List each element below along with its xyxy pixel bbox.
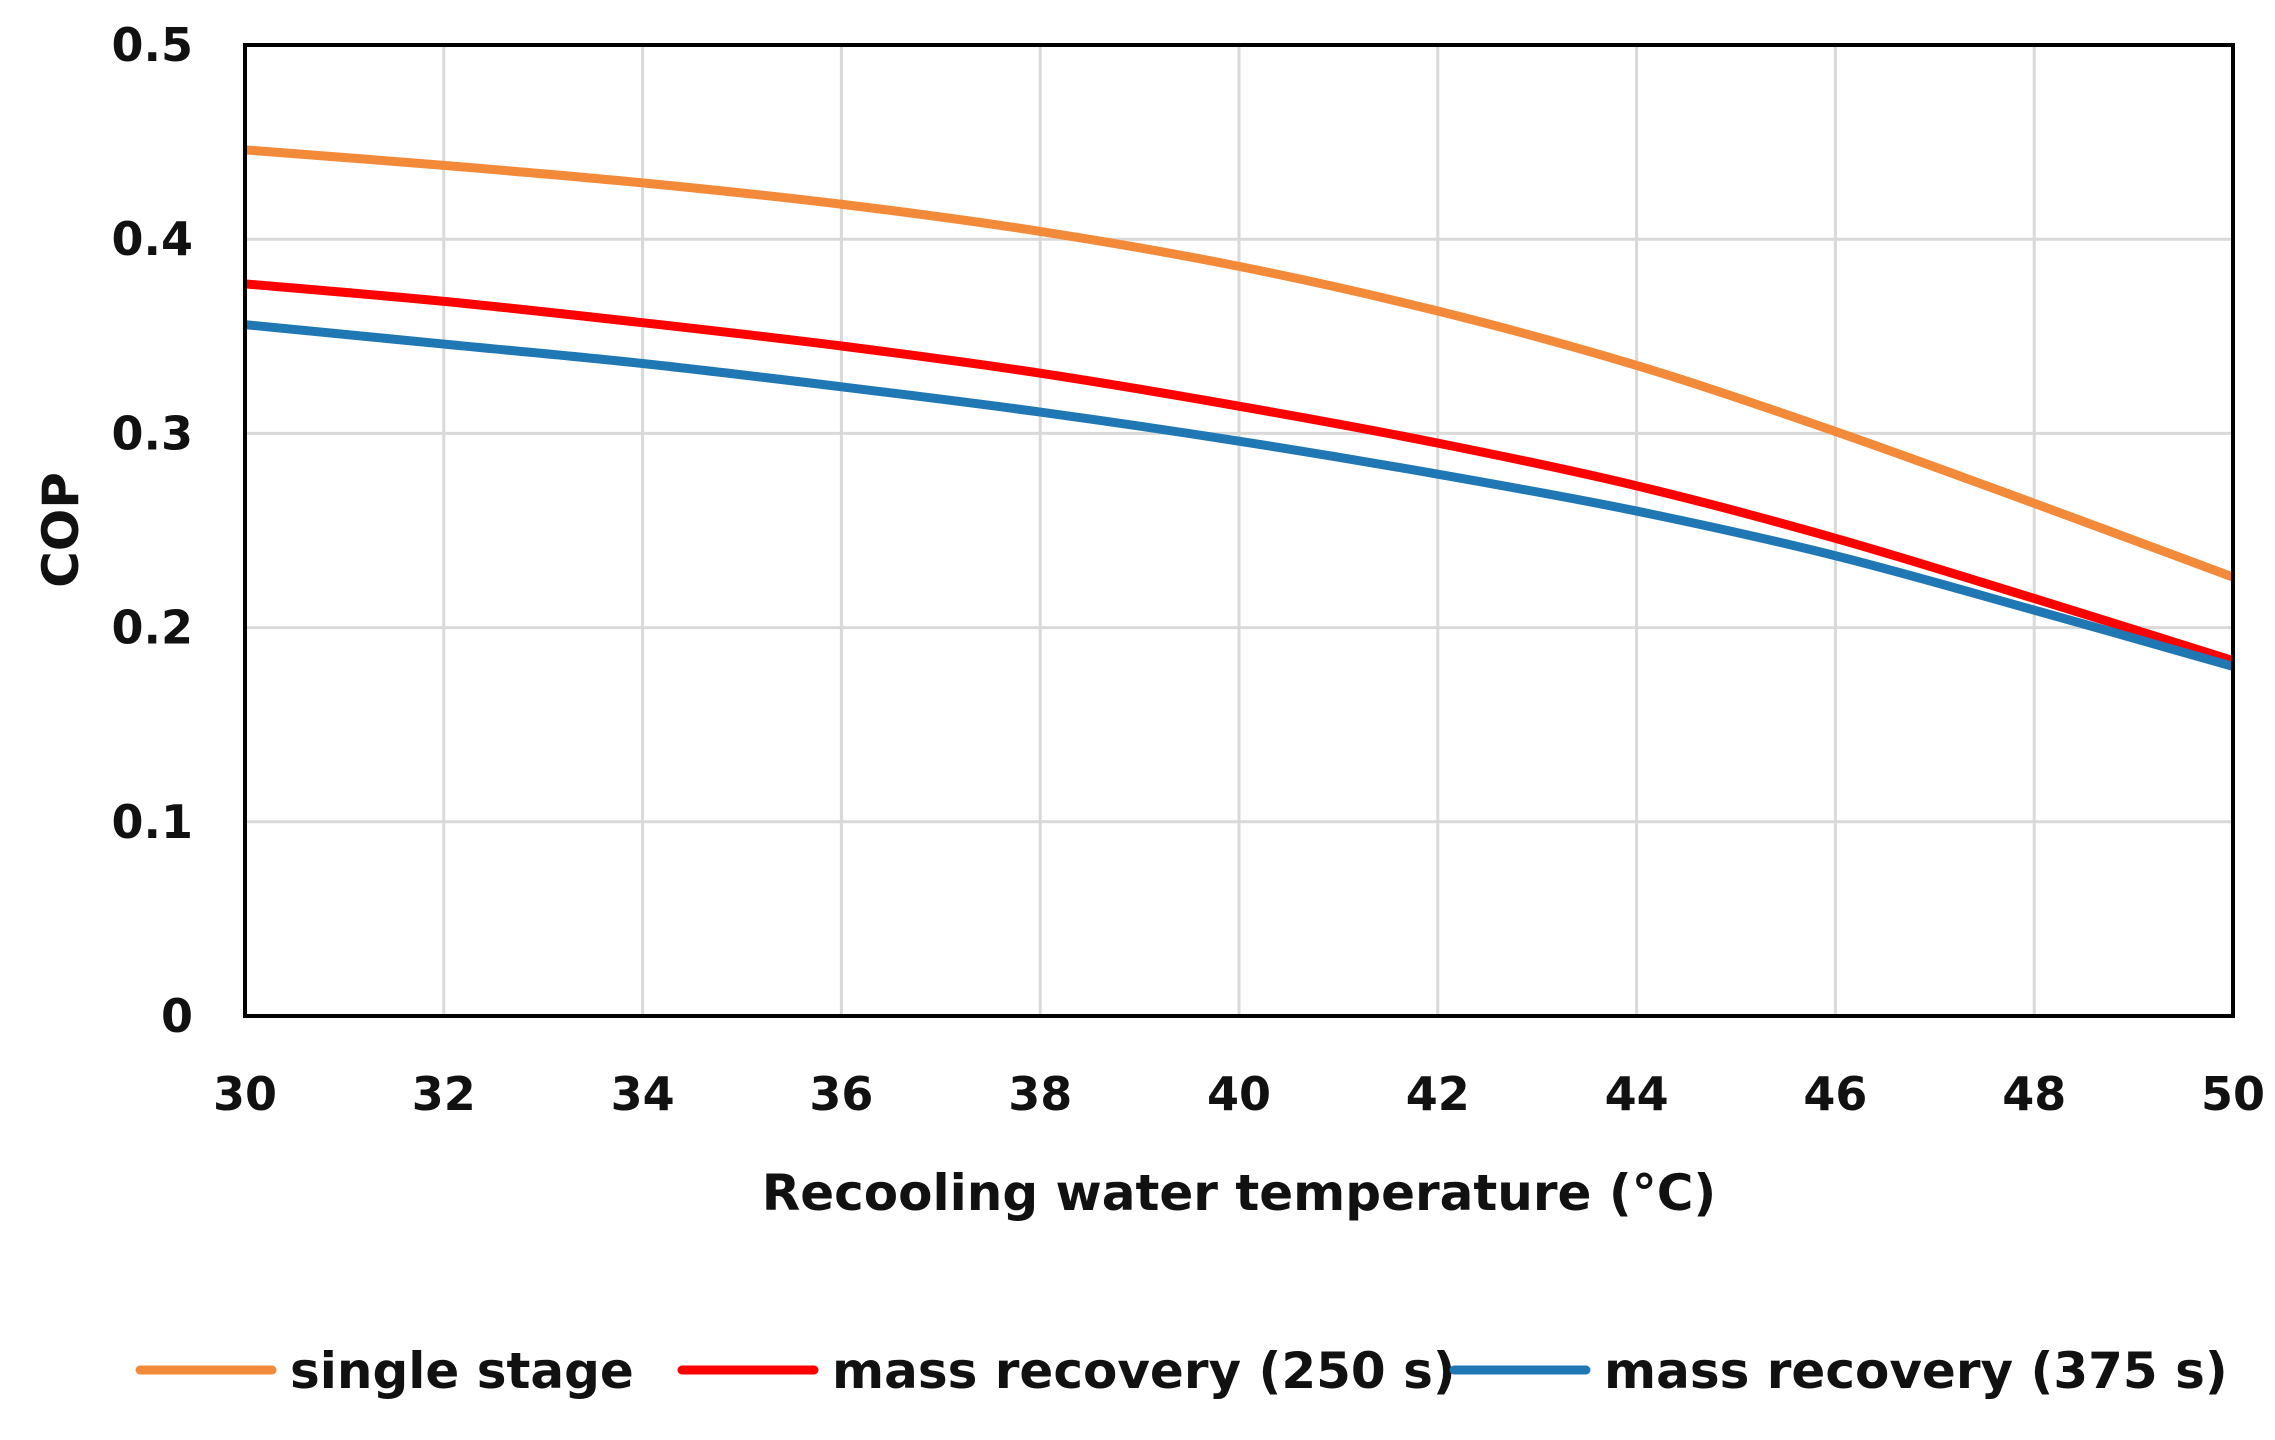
gridlines (243, 43, 2235, 1018)
x-tick-label-8: 46 (1803, 1067, 1867, 1121)
y-tick-label-5: 0.5 (112, 18, 194, 72)
legend-label-mass-recovery-250: mass recovery (250 s) (832, 1342, 1456, 1400)
legend-label-mass-recovery-375: mass recovery (375 s) (1604, 1342, 2228, 1400)
x-tick-label-6: 42 (1406, 1067, 1470, 1121)
y-tick-label-4: 0.4 (112, 212, 194, 266)
series-lines (244, 145, 2235, 671)
y-tick-label-0: 0 (161, 989, 193, 1043)
x-tick-label-10: 50 (2201, 1067, 2265, 1121)
x-tick-label-7: 44 (1605, 1067, 1669, 1121)
y-tick-label-1: 0.1 (112, 795, 194, 849)
y-tick-labels: 0 0.1 0.2 0.3 0.4 0.5 (112, 18, 194, 1043)
x-tick-label-4: 38 (1008, 1067, 1072, 1121)
series-line-single-stage (244, 145, 2235, 582)
x-tick-label-1: 32 (412, 1067, 476, 1121)
series-line-mass-recovery-375 (244, 320, 2235, 671)
legend: single stage mass recovery (250 s) mass … (135, 1342, 2228, 1400)
x-tick-label-3: 36 (809, 1067, 873, 1121)
plot-area-frame (243, 43, 2235, 1018)
legend-label-single-stage: single stage (290, 1342, 634, 1400)
x-axis-title: Recooling water temperature (°C) (762, 1164, 1717, 1222)
x-tick-label-9: 48 (2002, 1067, 2066, 1121)
x-tick-label-5: 40 (1207, 1067, 1271, 1121)
x-tick-labels: 30 32 34 36 38 40 42 44 46 48 50 (213, 1067, 2265, 1121)
x-tick-label-0: 30 (213, 1067, 277, 1121)
y-tick-label-3: 0.3 (112, 406, 194, 460)
x-tick-label-2: 34 (611, 1067, 675, 1121)
series-line-mass-recovery-250 (244, 279, 2235, 665)
y-tick-label-2: 0.2 (112, 601, 194, 655)
y-axis-title: COP (32, 472, 90, 588)
